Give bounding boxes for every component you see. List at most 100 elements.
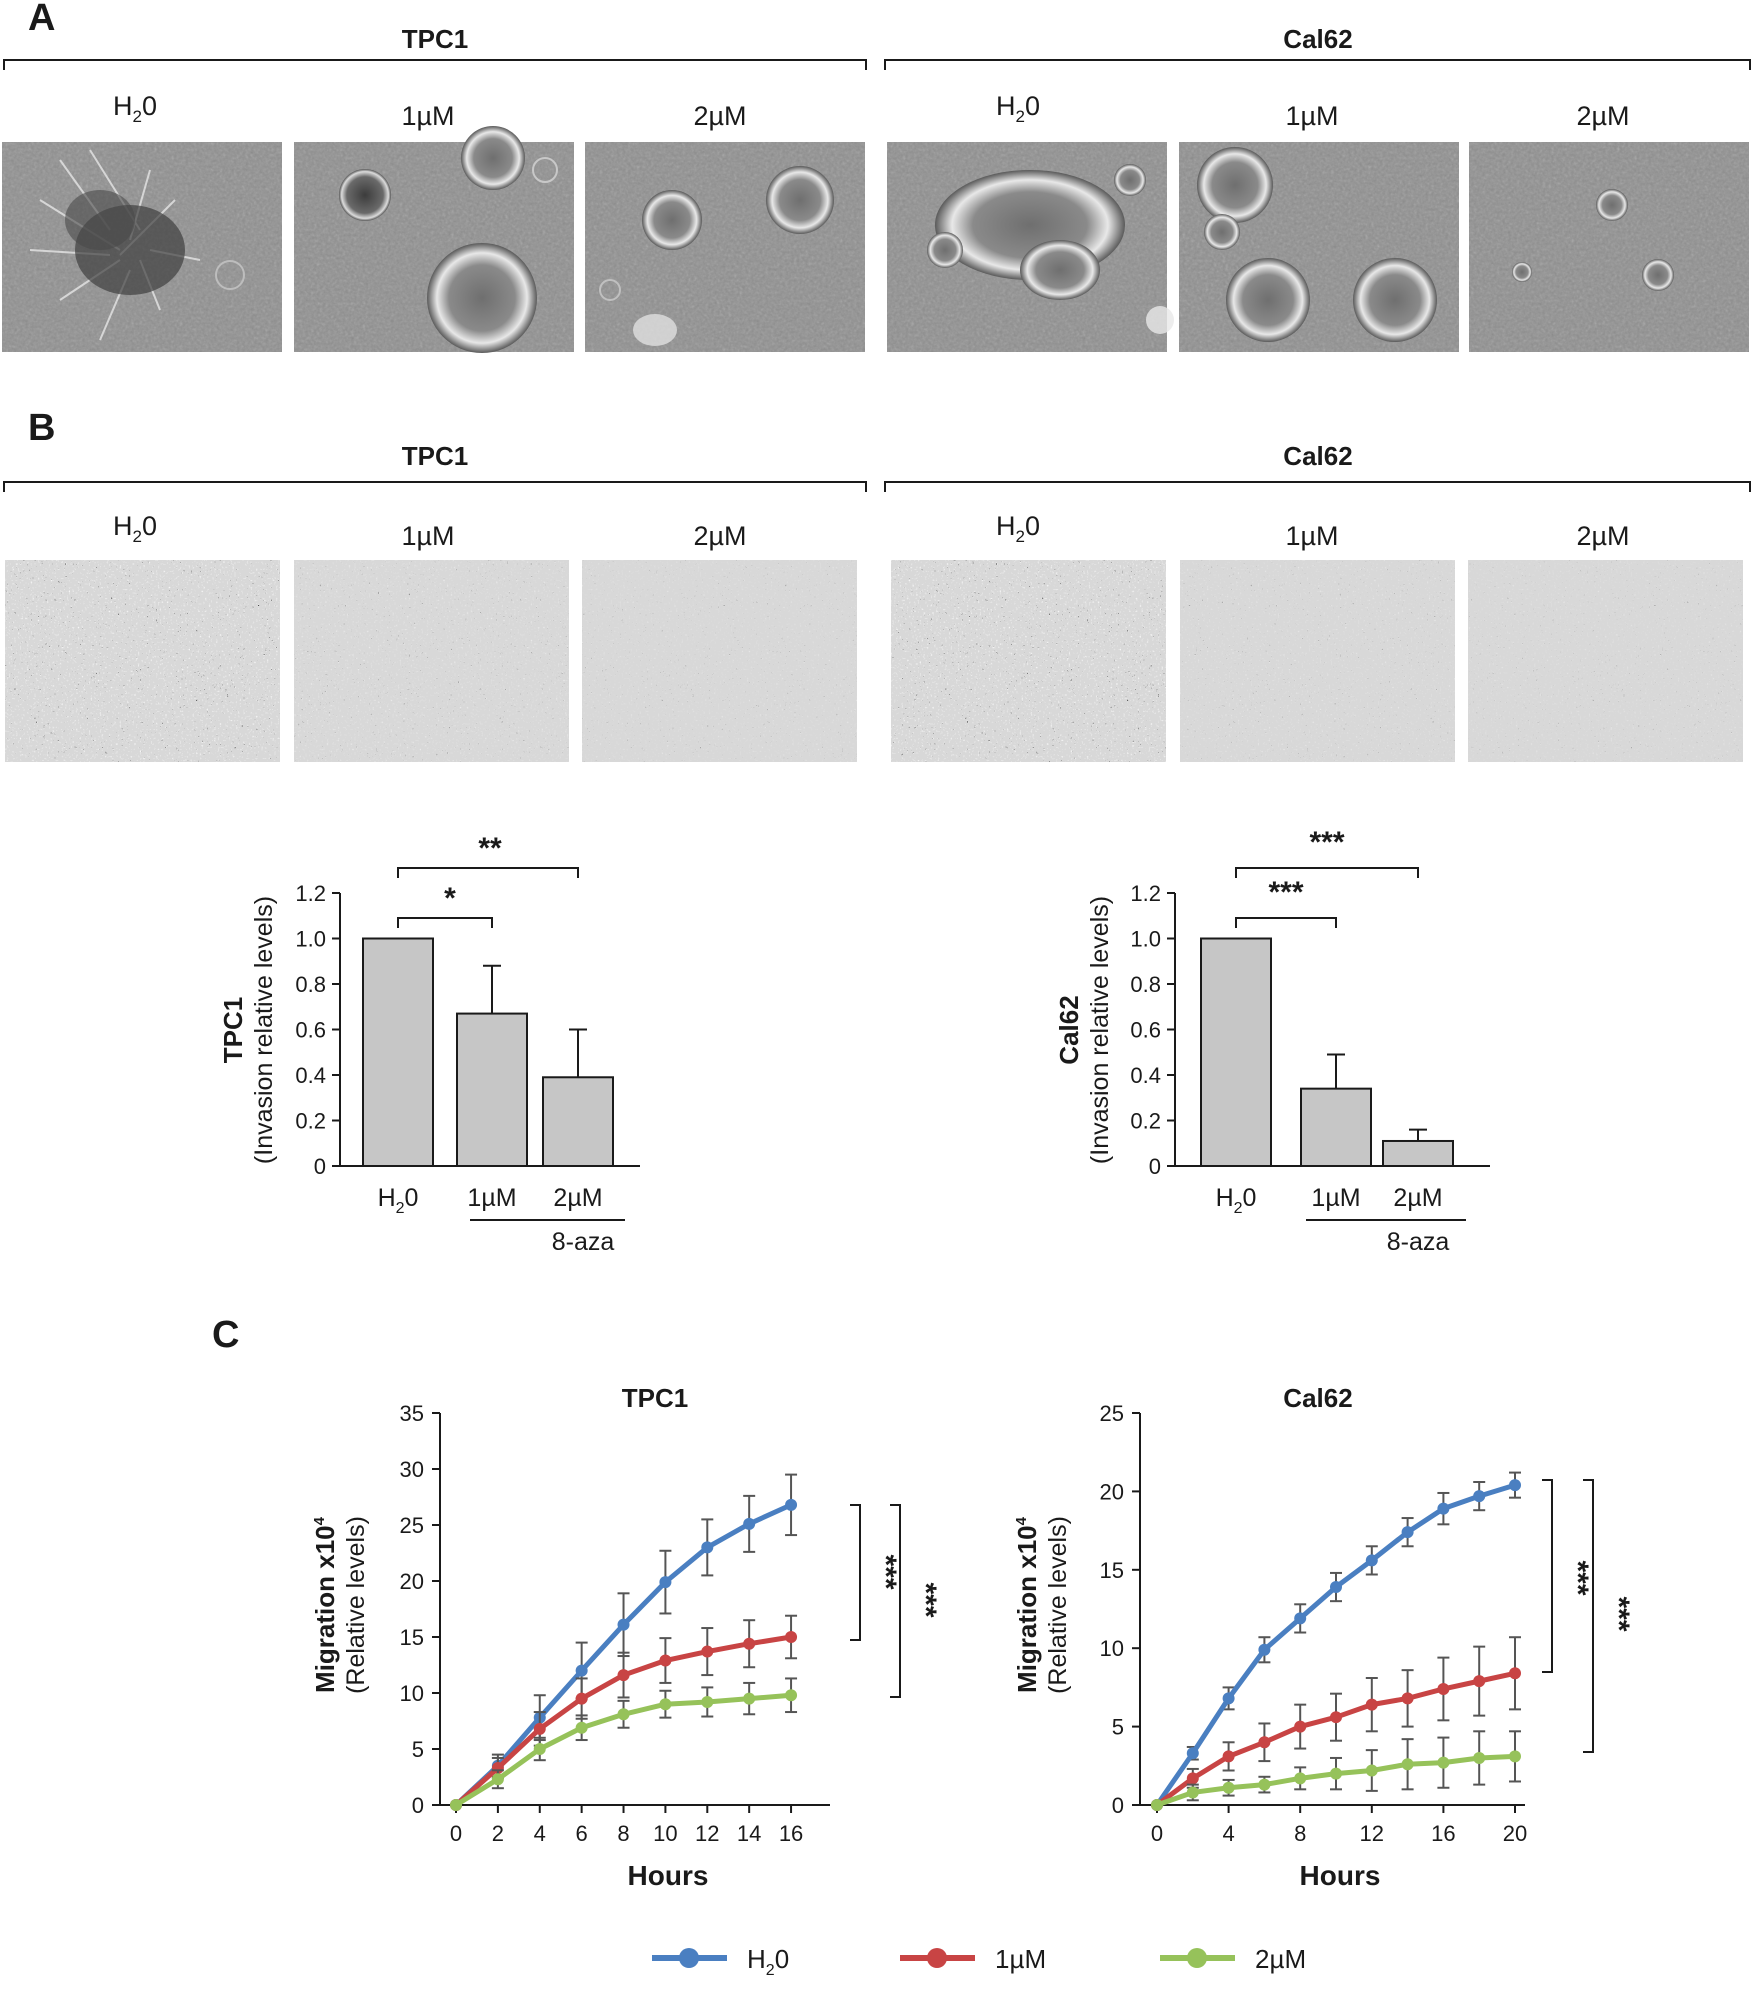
- x-axis-title: Hours: [1300, 1860, 1381, 1891]
- x-tick-label: 2: [492, 1821, 504, 1846]
- y-tick-label: 1.2: [1130, 881, 1161, 906]
- group-bracket-tpc1: [3, 59, 867, 70]
- condition-label: H20: [996, 91, 1040, 126]
- data-point: [1509, 1750, 1521, 1763]
- data-point: [1365, 1764, 1378, 1777]
- y-tick-label: 0.2: [1130, 1109, 1161, 1134]
- x-tick-label: 10: [653, 1821, 677, 1846]
- condition-label: H20: [996, 511, 1040, 546]
- x-tick-label: 4: [534, 1821, 546, 1846]
- y-tick-label: 0: [412, 1793, 424, 1818]
- legend-swatch-marker: [927, 1948, 947, 1968]
- y-tick-label: 1.0: [295, 927, 326, 952]
- condition-label: 1µM: [401, 521, 454, 551]
- y-tick-label: 0: [1112, 1793, 1124, 1818]
- panel-b: B TPC1 Cal62 H20 1µM 2µM H20 1µM 2µM: [3, 407, 1751, 1256]
- group-header-tpc1: TPC1: [402, 441, 468, 471]
- group-bracket-cal62: [884, 59, 1751, 70]
- chart-title: TPC1: [622, 1383, 688, 1413]
- data-point: [1330, 1767, 1342, 1780]
- micrograph-invasion-tpc1-2um: [582, 560, 857, 762]
- chart-title: Cal62: [1283, 1383, 1352, 1413]
- y-axis-title-bold: Migration x104: [1012, 1516, 1042, 1693]
- significance-bracket-top: [397, 867, 579, 878]
- significance-bracket-inner: [1542, 1479, 1553, 1673]
- data-point: [1437, 1682, 1450, 1695]
- condition-label: 2µM: [693, 101, 746, 131]
- data-point: [743, 1517, 756, 1530]
- micrograph-invasion-tpc1-h2o: [5, 560, 280, 762]
- data-point: [659, 1654, 672, 1667]
- y-tick-label: 15: [1100, 1558, 1124, 1583]
- y-tick-label: 35: [400, 1401, 424, 1426]
- data-point: [1473, 1751, 1486, 1764]
- data-point: [1258, 1778, 1271, 1791]
- series-um2: [450, 1677, 798, 1811]
- data-point: [785, 1498, 798, 1511]
- data-point: [533, 1722, 546, 1735]
- y-axis-title-bold: Migration x104: [310, 1516, 340, 1693]
- legend-item: H20: [652, 1944, 789, 1979]
- y-tick-label: 30: [400, 1457, 424, 1482]
- data-point: [701, 1645, 714, 1658]
- data-point: [785, 1689, 798, 1702]
- legend-label: H20: [747, 1944, 789, 1979]
- significance-stars-inner: ***: [869, 1554, 902, 1589]
- condition-label: 1µM: [1285, 101, 1338, 131]
- x-tick-label: 16: [1431, 1821, 1455, 1846]
- panel-label-a: A: [28, 0, 55, 39]
- category-label: 1µM: [467, 1184, 516, 1212]
- panel-c: C TPC1 Hours Migration x104 (Relative le…: [212, 1314, 1635, 1979]
- data-point: [701, 1695, 714, 1708]
- y-tick-label: 15: [400, 1625, 424, 1650]
- data-point: [575, 1692, 588, 1705]
- x-tick-label: 16: [779, 1821, 803, 1846]
- micrograph-invasion-cal62-2um: [1468, 560, 1743, 762]
- line-chart-cal62: Cal62 Hours Migration x104 (Relative lev…: [1012, 1383, 1635, 1891]
- condition-label: H20: [113, 91, 157, 126]
- condition-label: 1µM: [1285, 521, 1338, 551]
- condition-labels-b: H20 1µM 2µM H20 1µM 2µM: [113, 511, 1630, 551]
- legend-swatch-marker: [1187, 1948, 1207, 1968]
- data-point: [575, 1664, 588, 1677]
- x-tick-label: 6: [576, 1821, 588, 1846]
- bar-chart-tpc1: TPC1 (Invasion relative levels) 8-aza **…: [218, 832, 640, 1256]
- y-axis-title: (Relative levels): [342, 1516, 370, 1694]
- legend-label: 1µM: [995, 1944, 1046, 1974]
- significance-bracket-top: [1235, 867, 1419, 878]
- data-point: [1294, 1772, 1307, 1785]
- category-label: 2µM: [1393, 1184, 1442, 1212]
- data-point: [1509, 1667, 1521, 1680]
- significance-bracket-inner: [850, 1504, 861, 1641]
- condition-labels-a: H20 1µM 2µM H20 1µM 2µM: [113, 91, 1630, 131]
- data-point: [659, 1698, 672, 1711]
- data-point: [1473, 1490, 1486, 1503]
- data-point: [743, 1692, 756, 1705]
- x-tick-label: 20: [1503, 1821, 1527, 1846]
- bar: [1382, 1139, 1454, 1167]
- y-axis-title: (Invasion relative levels): [250, 896, 278, 1164]
- data-point: [1151, 1799, 1163, 1811]
- data-point: [1222, 1692, 1235, 1705]
- data-point: [1258, 1643, 1271, 1656]
- data-point: [491, 1773, 504, 1786]
- treatment-label: 8-aza: [552, 1228, 615, 1256]
- x-tick-label: 12: [1360, 1821, 1384, 1846]
- y-axis-title: (Invasion relative levels): [1086, 896, 1114, 1164]
- group-header-cal62: Cal62: [1283, 24, 1352, 54]
- data-point: [1401, 1526, 1414, 1539]
- category-label: 1µM: [1311, 1184, 1360, 1212]
- data-point: [1186, 1772, 1199, 1785]
- data-point: [617, 1669, 630, 1682]
- data-point: [701, 1541, 714, 1554]
- significance-stars-low: ***: [1268, 876, 1303, 909]
- panel-label-c: C: [212, 1314, 239, 1356]
- data-point: [1330, 1711, 1342, 1724]
- legend-item: 1µM: [900, 1944, 1046, 1974]
- micrograph-cal62-h2o: [887, 142, 1174, 352]
- y-tick-label: 20: [1100, 1479, 1124, 1504]
- y-tick-label: 0.4: [1130, 1063, 1161, 1088]
- condition-label: 1µM: [401, 101, 454, 131]
- bar: [362, 937, 434, 1167]
